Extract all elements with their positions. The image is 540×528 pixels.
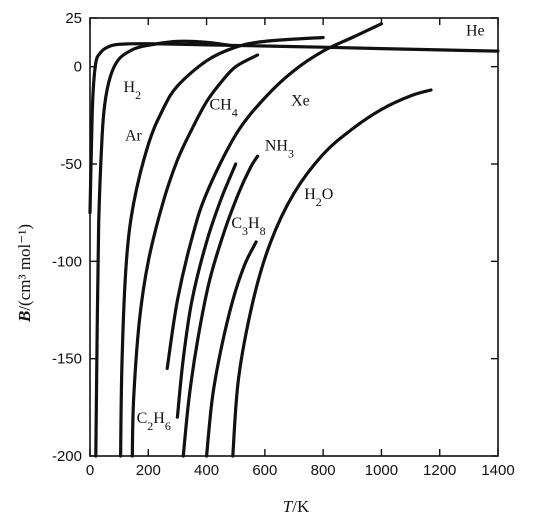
series-line-xe (165, 22, 383, 370)
series-line-c2h6 (175, 162, 238, 419)
x-axis-label: T/K (283, 497, 310, 516)
x-tick-label: 400 (194, 462, 219, 479)
series-line-h2o (231, 88, 433, 458)
x-tick-label: 0 (86, 462, 94, 479)
series-label-c3h8: C3H8 (231, 215, 265, 238)
series-line-h2 (94, 39, 238, 458)
x-tick-label: 200 (136, 462, 161, 479)
series-line-he (88, 42, 500, 215)
series-label-nh3: NH3 (265, 137, 294, 160)
x-tick-label: 1200 (423, 462, 456, 479)
y-tick-label: -50 (60, 156, 82, 173)
series-line-nh3 (181, 154, 260, 458)
series-label-c2h6: C2H6 (137, 410, 171, 433)
x-tick-label: 1000 (365, 462, 398, 479)
y-tick-label: -100 (52, 253, 82, 270)
series-line-ch4 (130, 53, 260, 458)
series-label-he: He (466, 23, 485, 40)
curves (88, 22, 500, 458)
series-line-ar (119, 35, 325, 458)
x-tick-label: 1400 (481, 462, 514, 479)
x-tick-label: 800 (311, 462, 336, 479)
y-axis-label: B/(cm³ mol⁻¹) (15, 224, 34, 323)
y-tick-label: 25 (65, 10, 82, 27)
x-tick-label: 600 (252, 462, 277, 479)
plot-area (89, 17, 499, 457)
series-labels: He H2 Ar CH4 Xe C2H6 NH3 C3H8 H2O (124, 23, 485, 433)
y-tick-label: -200 (52, 448, 82, 465)
series-label-ch4: CH4 (209, 96, 237, 119)
series-label-ar: Ar (125, 128, 143, 145)
series-line-c3h8 (205, 240, 258, 458)
series-label-h2o: H2O (304, 186, 333, 209)
y-tick-label: -150 (52, 351, 82, 368)
y-tick-label: 0 (74, 59, 82, 76)
plot-frame (89, 17, 499, 457)
axis-ticks: 0 200 400 600 800 1000 1200 1400 25 0 -50 -100 -150 -… (52, 10, 515, 479)
series-label-xe: Xe (291, 93, 310, 110)
series-label-h2: H2 (124, 79, 142, 102)
